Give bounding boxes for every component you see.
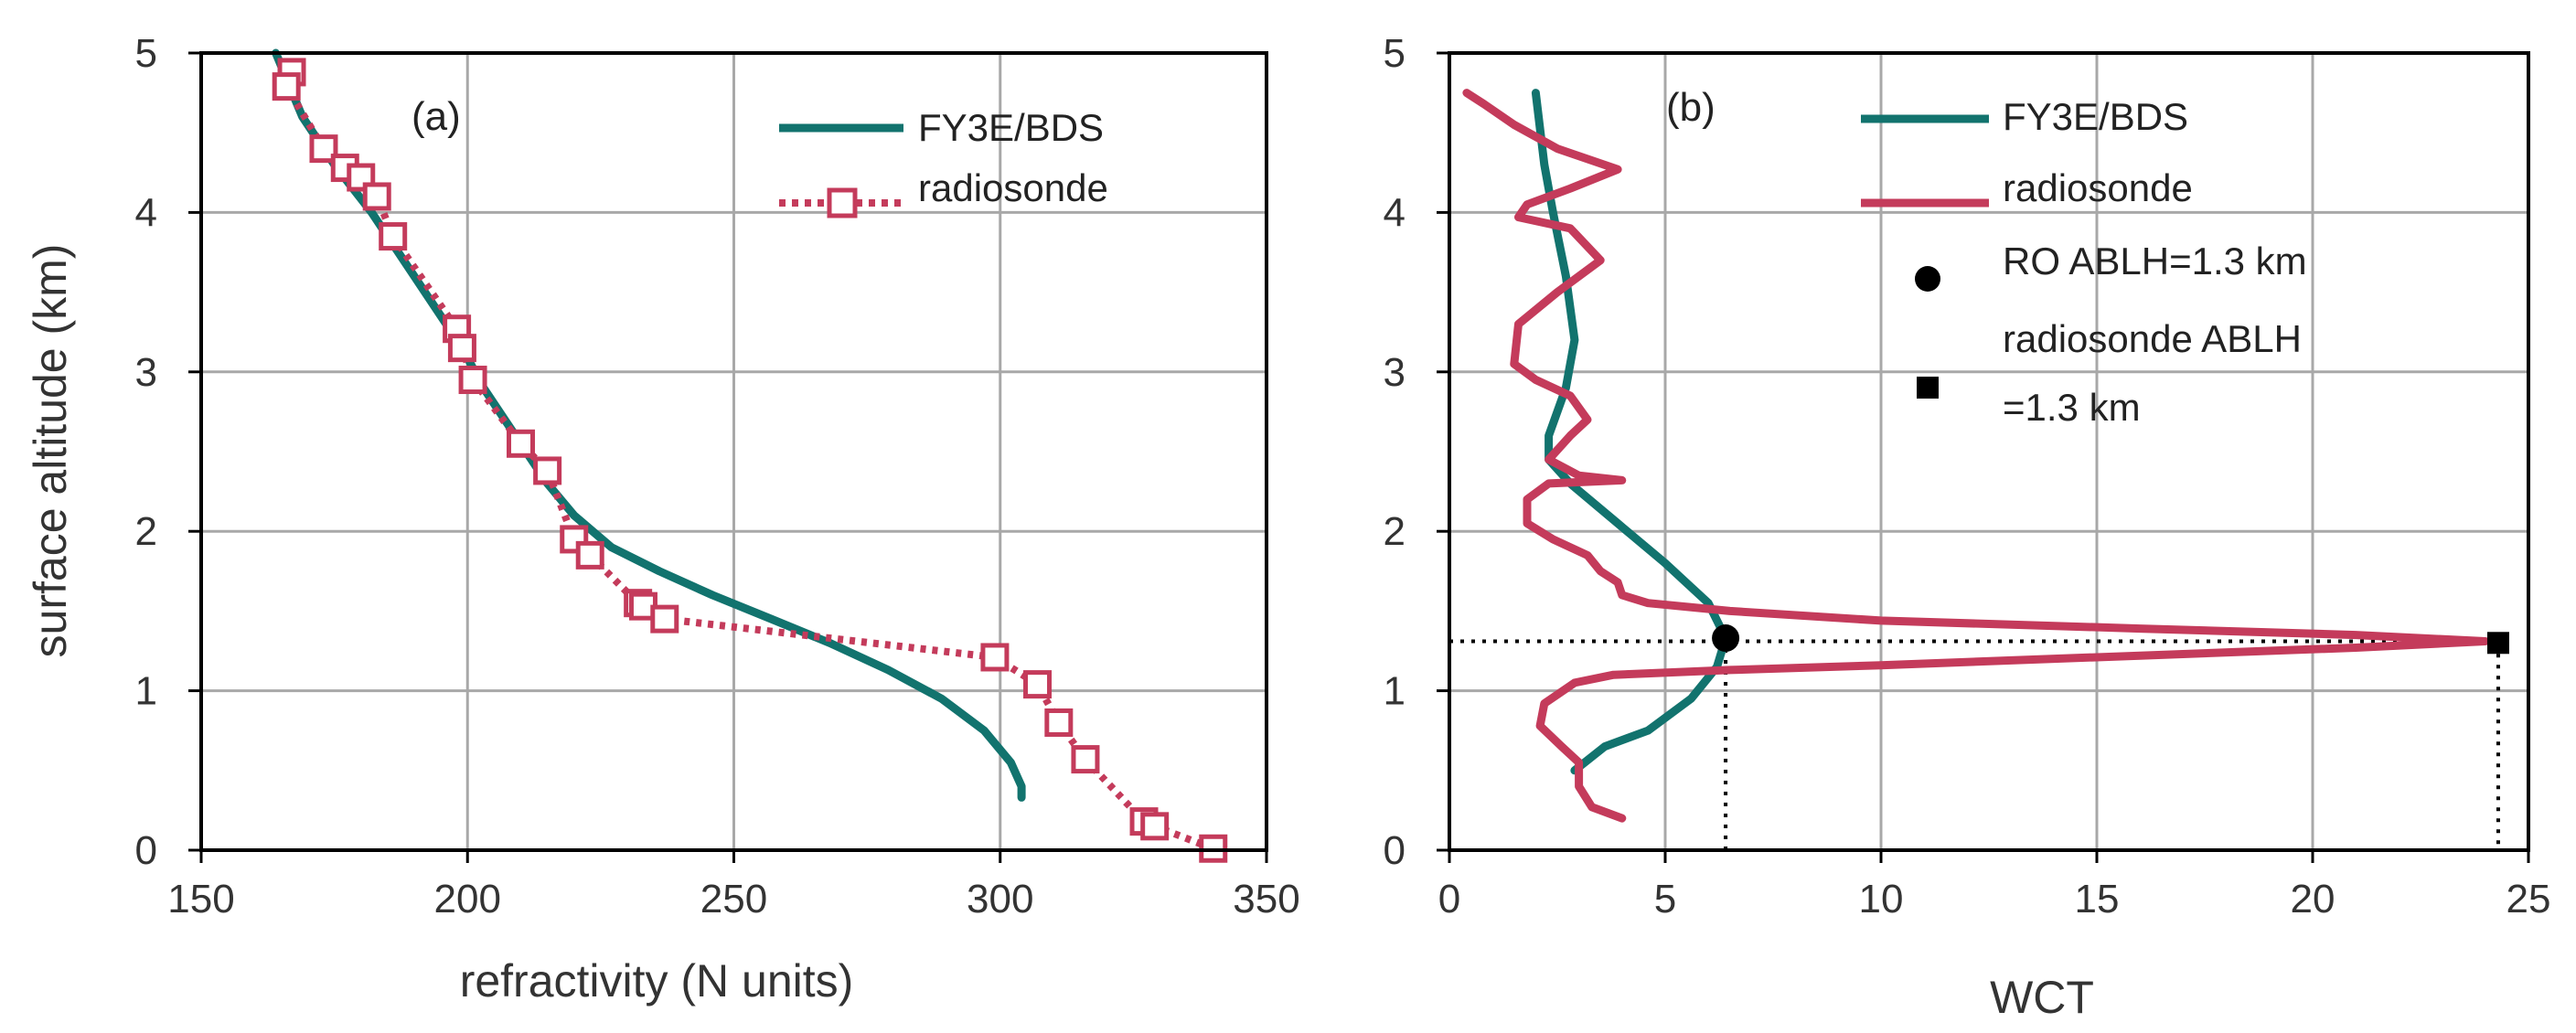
legend-label-radiosonde-ablh: radiosonde ABLH — [2003, 317, 2302, 360]
legend-b: FY3E/BDS radiosonde RO ABLH=1.3 km radio… — [1861, 95, 2307, 429]
legend-a: FY3E/BDS radiosonde — [779, 106, 1108, 218]
legend-marker-radiosonde-ablh — [1917, 377, 1939, 399]
data-marker-radiosonde-4-a — [347, 163, 376, 192]
data-marker-radiosonde-18-a — [1023, 670, 1053, 699]
data-marker-radiosonde-8-a — [447, 334, 476, 363]
legend-label-ro-ablh: RO ABLH=1.3 km — [2003, 240, 2307, 282]
data-marker-radiosonde-1-a — [272, 72, 301, 101]
series-b — [1462, 89, 2490, 823]
data-marker-radiosonde-20-a — [1071, 745, 1100, 774]
data-marker-radiosonde-10-a — [507, 429, 535, 458]
gridlines-b — [1437, 51, 2530, 863]
data-marker-radiosonde-9-a — [458, 366, 487, 395]
data-marker-radiosonde-5-a — [362, 182, 391, 211]
plot-frame-a — [199, 51, 1268, 852]
legend-marker-ro-ablh — [1915, 266, 1940, 292]
y-tick-label-3-b: 3 — [1384, 350, 1406, 395]
tick-labels-b: 0 5 10 15 20 25 0 1 2 3 4 5 — [1384, 31, 2551, 921]
legend-label-radiosonde-a: radiosonde — [918, 166, 1108, 209]
y-tick-label-0-b: 0 — [1384, 828, 1406, 873]
ablh-markers-b — [1712, 624, 2509, 655]
gridlines-a — [188, 51, 1268, 863]
x-tick-label-15-b: 15 — [2075, 877, 2120, 921]
legend-label-fy3e-a: FY3E/BDS — [918, 106, 1104, 149]
tick-labels-a: 150 200 250 300 350 0 1 2 3 4 5 — [135, 31, 1300, 921]
y-tick-label-0-a: 0 — [135, 828, 157, 873]
legend-marker-radiosonde-a — [827, 187, 858, 218]
data-marker-radiosonde-6-a — [379, 222, 408, 251]
data-marker-radiosonde-16-a — [650, 604, 679, 634]
ablh-marker-ro — [1712, 624, 1740, 653]
data-marker-radiosonde-22-a — [1140, 812, 1170, 841]
y-tick-label-1-b: 1 — [1384, 669, 1406, 714]
ablh-marker-radiosonde — [2486, 632, 2509, 655]
data-marker-radiosonde-11-a — [533, 456, 562, 485]
x-tick-label-25-b: 25 — [2507, 877, 2551, 921]
x-tick-label-200-a: 200 — [434, 877, 501, 921]
panel-label-b: (b) — [1666, 85, 1716, 130]
x-tick-label-350-a: 350 — [1233, 877, 1299, 921]
x-axis-title-b: WCT — [1990, 972, 2094, 1023]
y-tick-label-2-b: 2 — [1384, 509, 1406, 554]
y-axis-title-a: surface altitude (km) — [25, 244, 76, 658]
chart-panel-b: 0 5 10 15 20 25 0 1 2 3 4 5 (b) WCT FY3E/BDS radios… — [1384, 31, 2551, 1023]
y-tick-label-3-a: 3 — [135, 350, 157, 395]
y-tick-label-4-a: 4 — [135, 190, 157, 235]
panel-label-a: (a) — [412, 94, 461, 139]
y-tick-label-1-a: 1 — [135, 669, 157, 714]
data-marker-radiosonde-17-a — [980, 643, 1010, 672]
x-tick-label-300-a: 300 — [967, 877, 1033, 921]
plot-frame-b — [1448, 51, 2530, 852]
data-marker-radiosonde-19-a — [1044, 708, 1074, 737]
y-tick-label-4-b: 4 — [1384, 190, 1406, 235]
x-tick-label-150-a: 150 — [167, 877, 234, 921]
x-tick-label-250-a: 250 — [700, 877, 767, 921]
x-tick-label-20-b: 20 — [2291, 877, 2336, 921]
x-tick-label-10-b: 10 — [1859, 877, 1904, 921]
y-tick-label-5-a: 5 — [135, 31, 157, 76]
y-tick-label-5-b: 5 — [1384, 31, 1406, 76]
series-line-fy3e-bds-a — [272, 48, 1026, 802]
series-line-radiosonde-b — [1462, 89, 2490, 823]
x-axis-title-a: refractivity (N units) — [460, 955, 854, 1006]
x-tick-label-0-b: 0 — [1438, 877, 1460, 921]
data-marker-radiosonde-13-a — [575, 540, 604, 570]
chart-panel-a: 150 200 250 300 350 0 1 2 3 4 5 (a) refractivity (… — [25, 31, 1300, 1006]
legend-label-radiosonde-b: radiosonde — [2003, 166, 2193, 209]
x-tick-label-5-b: 5 — [1654, 877, 1676, 921]
series-a — [272, 48, 1228, 863]
legend-label-radiosonde-ablh-line2: =1.3 km — [2003, 386, 2141, 429]
series-line-fy3e-bds-b — [1531, 89, 1730, 775]
y-tick-label-2-a: 2 — [135, 509, 157, 554]
legend-label-fy3e-b: FY3E/BDS — [2003, 95, 2188, 138]
